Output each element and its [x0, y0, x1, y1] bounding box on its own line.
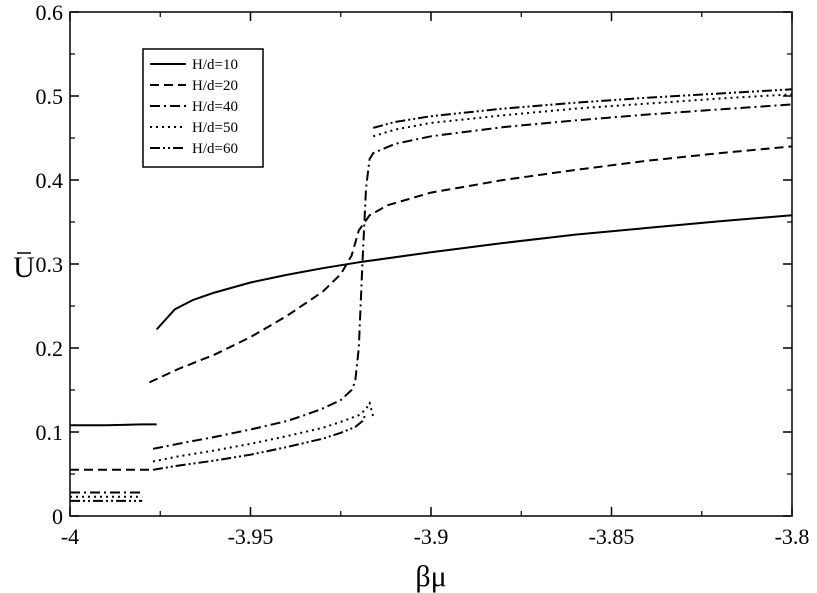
series-h-d-40: [70, 103, 793, 494]
y-axis-label-group: U: [13, 251, 35, 284]
x-tick-label: -3.85: [589, 524, 635, 549]
series-h-d-60: [70, 88, 793, 502]
x-tick-label: -3.8: [775, 524, 810, 549]
axis-tick-labels: -4 -3.95 -3.9 -3.85 -3.8 0 0.1 0.2 0.3 0.4 0.5 0.6: [36, 0, 810, 549]
series-h-d-20: [70, 145, 793, 471]
series-line: [372, 88, 793, 129]
series-line: [148, 145, 793, 384]
y-axis-label: U: [13, 251, 35, 284]
legend-label: H/d=20: [192, 78, 238, 94]
y-tick-label: 0.5: [36, 84, 64, 109]
series-line: [152, 103, 793, 450]
series-h-d-10: [70, 214, 793, 427]
x-tick-label: -3.95: [228, 524, 274, 549]
legend-label: H/d=60: [192, 141, 238, 157]
series-line: [152, 413, 367, 471]
legend-label: H/d=40: [192, 99, 238, 115]
legend-label: H/d=50: [192, 120, 238, 136]
x-axis-label: βμ: [415, 560, 446, 593]
series-layer: [70, 88, 793, 502]
series-line: [155, 214, 793, 331]
y-tick-label: 0.4: [36, 168, 64, 193]
y-tick-label: 0.1: [36, 420, 64, 445]
series-line: [70, 423, 157, 427]
x-tick-label: -3.9: [414, 524, 449, 549]
x-tick-label: -4: [61, 524, 79, 549]
y-tick-label: 0: [52, 504, 63, 529]
legend-label: H/d=10: [192, 57, 238, 73]
y-tick-label: 0.2: [36, 336, 64, 361]
series-line: [152, 401, 375, 463]
axis-ticks: [69, 11, 793, 517]
series-h-d-50: [70, 93, 793, 498]
series-line: [372, 93, 793, 138]
legend: H/d=10 H/d=20 H/d=40 H/d=50 H/d=60: [142, 48, 264, 168]
y-tick-label: 0.3: [36, 252, 64, 277]
y-tick-label: 0.6: [36, 0, 64, 25]
